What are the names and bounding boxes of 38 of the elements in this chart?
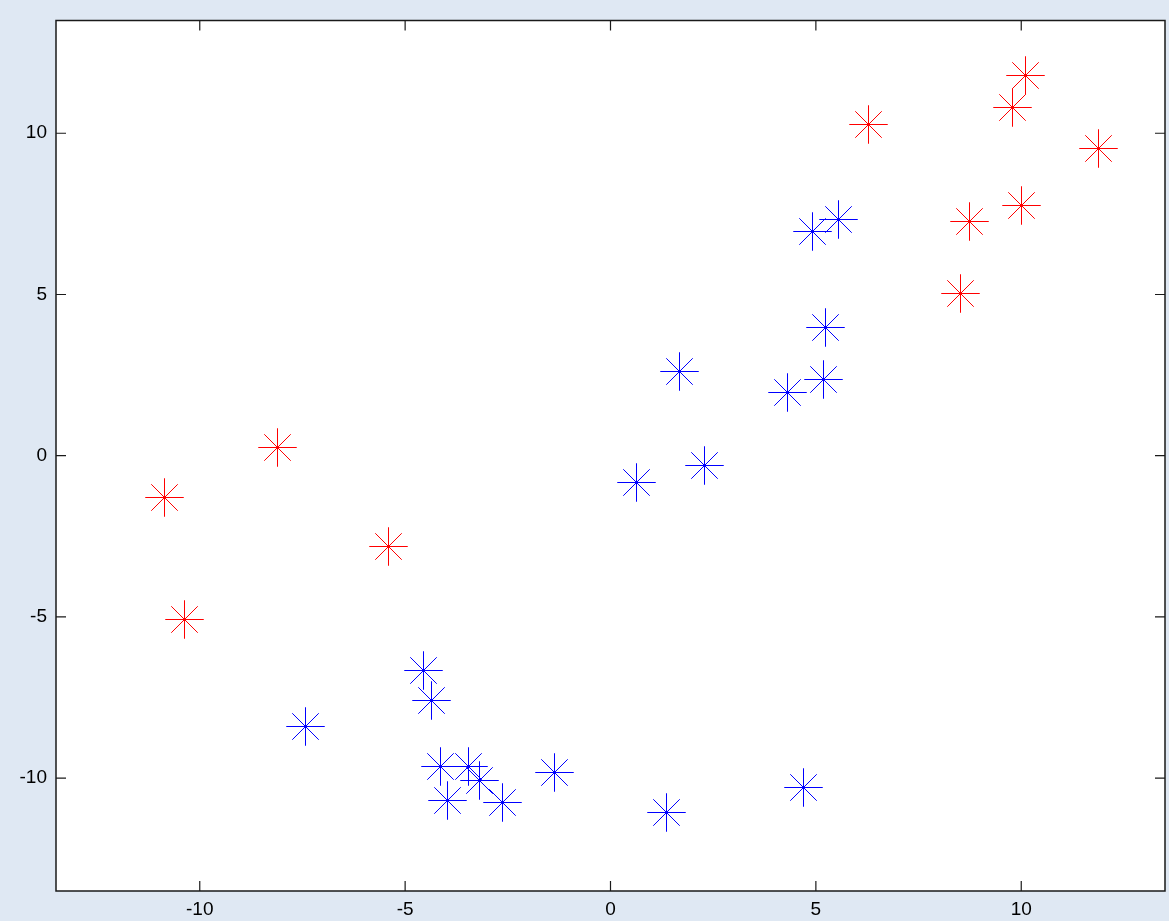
point — [784, 768, 823, 807]
point — [950, 202, 989, 241]
point — [1002, 186, 1041, 225]
y-tick-label: 5 — [36, 282, 47, 304]
x-tick-label: -10 — [186, 897, 214, 919]
point — [768, 373, 807, 412]
point — [804, 360, 843, 399]
y-tick-label: 0 — [36, 443, 47, 465]
point — [483, 783, 522, 822]
y-tick-label: -5 — [30, 605, 47, 627]
point — [1006, 56, 1045, 95]
point — [941, 274, 980, 313]
point — [660, 352, 699, 391]
point — [535, 753, 574, 792]
point — [369, 527, 408, 566]
point — [685, 446, 724, 485]
point — [993, 88, 1032, 127]
point — [145, 478, 184, 517]
point — [165, 600, 204, 639]
point — [412, 681, 451, 720]
point — [428, 781, 467, 820]
x-tick-label: 0 — [605, 897, 616, 919]
x-tick-label: 5 — [810, 897, 822, 919]
point — [404, 651, 443, 690]
point — [286, 707, 325, 746]
point — [258, 428, 297, 467]
point — [617, 463, 656, 502]
point — [460, 761, 499, 800]
y-tick-label: -10 — [19, 766, 47, 788]
x-tick-label: 10 — [1010, 897, 1032, 919]
point — [849, 105, 888, 144]
point — [793, 212, 832, 251]
y-tick-label: 10 — [25, 121, 47, 143]
point — [806, 308, 845, 347]
point — [819, 200, 858, 239]
point — [647, 793, 686, 832]
x-tick-label: -5 — [396, 897, 414, 919]
point — [1079, 129, 1118, 168]
